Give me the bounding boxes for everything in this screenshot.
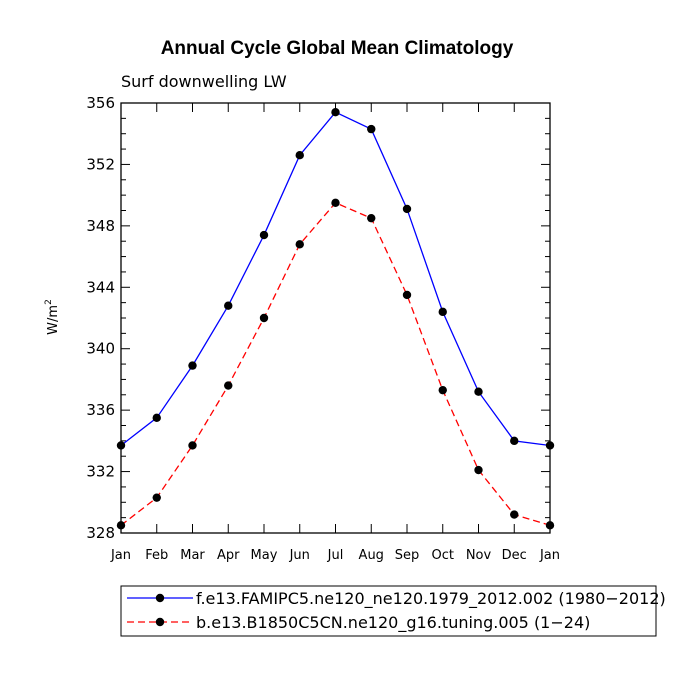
- series-1-point: [152, 413, 161, 423]
- series-markers: [116, 108, 555, 530]
- series-1-point: [259, 230, 269, 240]
- chart-title: Annual Cycle Global Mean Climatology: [161, 38, 514, 59]
- chart-subtitle: Surf downwelling LW: [121, 72, 287, 91]
- series-2-point: [367, 213, 376, 223]
- series-2-point: [188, 441, 197, 450]
- series-2-point: [331, 198, 340, 208]
- series-line-1: [120, 111, 551, 447]
- series-1-point: [402, 204, 412, 214]
- axis-ticks: [120, 102, 551, 534]
- x-tick-labels: Jan Feb Mar Apr May Jun Jul Aug Sep Oct Nov Dec Jan: [110, 548, 560, 563]
- x-tick-label: Dec: [502, 548, 527, 563]
- x-tick-label: Jan: [539, 548, 560, 563]
- plot-frame: [120, 102, 551, 534]
- series-2-point: [474, 465, 483, 475]
- series-2-point: [510, 510, 519, 519]
- x-tick-label: Oct: [432, 548, 454, 563]
- legend: f.e13.FAMIPC5.ne120_ne120.1979_2012.002 …: [120, 585, 666, 637]
- series-1-point: [510, 436, 519, 446]
- y-tick-labels: 328 332 336 340 344 348 352 356: [86, 94, 115, 542]
- x-tick-label: Jul: [327, 548, 344, 563]
- x-tick-label: Jan: [110, 548, 131, 563]
- y-tick-label: 356: [86, 94, 115, 112]
- x-tick-label: Nov: [466, 548, 492, 563]
- y-tick-label: 352: [86, 155, 115, 173]
- series-lines: [120, 111, 551, 526]
- series-1-point: [367, 124, 376, 134]
- y-tick-label: 340: [86, 340, 115, 358]
- legend-label-2: b.e13.B1850C5CN.ne120_g16.tuning.005 (1−…: [196, 613, 590, 633]
- series-1-point: [224, 301, 233, 310]
- legend-marker-2: [155, 617, 165, 627]
- x-tick-label: Sep: [395, 548, 420, 563]
- y-axis-label-sup: 2: [44, 299, 54, 305]
- legend-label-1: f.e13.FAMIPC5.ne120_ne120.1979_2012.002 …: [196, 589, 666, 609]
- series-2-point: [295, 240, 304, 249]
- x-tick-label: Feb: [145, 548, 168, 563]
- series-2-point: [259, 313, 269, 323]
- series-1-point: [438, 307, 447, 317]
- svg-text:W/m2: W/m2: [44, 299, 61, 335]
- series-line-2: [120, 202, 551, 526]
- series-1-point: [474, 387, 483, 396]
- y-axis-label-main: W/m: [46, 305, 61, 335]
- x-tick-label: Mar: [180, 548, 205, 563]
- y-tick-label: 336: [86, 401, 115, 419]
- y-tick-label: 348: [86, 217, 115, 235]
- y-tick-label: 344: [86, 278, 115, 296]
- series-1-point: [188, 361, 197, 370]
- series-1-point: [331, 108, 340, 117]
- y-axis-label: W/m2: [44, 299, 61, 335]
- legend-box: [120, 585, 657, 637]
- x-tick-label: May: [251, 548, 278, 563]
- legend-marker-1: [155, 593, 165, 603]
- series-2-point: [152, 493, 161, 502]
- series-2-point: [224, 381, 233, 390]
- y-tick-label: 332: [86, 463, 115, 481]
- x-tick-label: Jun: [289, 548, 310, 563]
- x-tick-label: Apr: [217, 548, 240, 563]
- x-tick-label: Aug: [359, 548, 384, 563]
- y-tick-label: 328: [86, 524, 115, 542]
- series-2-point: [438, 385, 447, 395]
- series-1-point: [295, 151, 304, 160]
- series-2-point: [402, 290, 412, 300]
